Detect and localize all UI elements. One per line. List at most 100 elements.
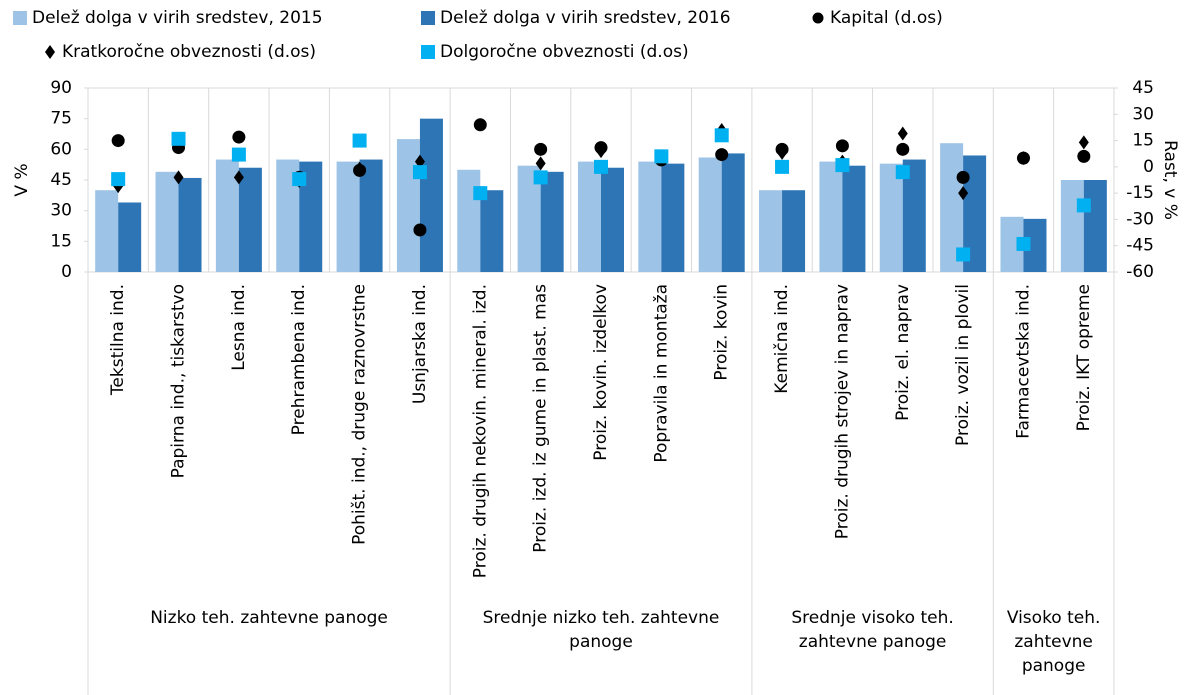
legend-marker: [421, 11, 435, 25]
bar: [879, 163, 903, 272]
x-tick-label: Proiz. kovin. izdelkov: [591, 284, 611, 461]
y2-tick-label: 45: [1132, 78, 1154, 98]
legend-label: Delež dolga v virih sredstev, 2016: [440, 8, 731, 28]
legend-marker: [812, 12, 824, 24]
y-tick-label: 0: [61, 262, 72, 282]
x-tick-label: Proiz. IKT opreme: [1074, 284, 1094, 431]
x-tick-label: Prehrambena ind.: [289, 284, 309, 435]
bar: [359, 159, 383, 272]
point: [414, 154, 425, 169]
bar: [480, 190, 504, 272]
bar: [517, 165, 541, 272]
bar: [336, 161, 360, 272]
bar: [419, 118, 443, 273]
y2-tick-label: -30: [1126, 209, 1154, 229]
y-axis-label: V %: [12, 163, 32, 196]
legend-swatch: [812, 12, 824, 24]
point: [171, 131, 186, 146]
point: [775, 159, 790, 174]
point: [232, 130, 246, 144]
point: [1077, 149, 1091, 163]
point: [897, 126, 908, 141]
bar: [276, 159, 300, 272]
legend-label: Kapital (d.os): [830, 8, 943, 28]
bar: [601, 167, 624, 272]
x-tick-label: Proiz. vozil in plovil: [953, 284, 973, 446]
x-tick-label: Pohišt. ind., druge raznovrstne: [350, 284, 370, 545]
legend-label: Kratkoročne obveznosti (d.os): [62, 42, 317, 62]
point: [714, 128, 729, 143]
point: [715, 148, 729, 162]
legend-item: Delež dolga v virih sredstev, 2016: [420, 8, 731, 28]
point: [535, 156, 546, 171]
bar: [238, 167, 262, 272]
bar: [819, 161, 843, 272]
point: [233, 170, 244, 185]
y2-tick-label: -45: [1126, 236, 1154, 256]
bar: [215, 159, 239, 272]
y-tick-label: 60: [50, 139, 72, 159]
point: [413, 223, 427, 237]
point: [111, 134, 125, 148]
legend-label: Delež dolga v virih sredstev, 2015: [32, 8, 323, 28]
legend-item: Kapital (d.os): [810, 8, 943, 28]
point: [173, 170, 184, 185]
x-tick-label: Proiz. izd. iz gume in plast. mas: [531, 284, 551, 553]
point: [231, 147, 246, 162]
y2-axis-label: Rast, v %: [1160, 140, 1180, 220]
group-label: Nizko teh. zahtevne panoge: [150, 608, 388, 628]
bar: [457, 169, 481, 272]
legend-marker: [13, 11, 27, 25]
point: [292, 172, 307, 187]
x-tick-label: Usnjarska ind.: [410, 284, 430, 404]
bar: [155, 171, 179, 272]
x-tick-label: Proiz. el. naprav: [893, 284, 913, 421]
legend-item: Dolgoročne obveznosti (d.os): [420, 42, 689, 62]
point: [956, 247, 971, 262]
group-label: Visoko teh. zahtevne panoge: [1006, 608, 1101, 676]
x-tick-label: Lesna ind.: [229, 284, 249, 371]
bar: [698, 157, 722, 272]
x-tick-label: Proiz. drugih strojev in naprav: [832, 284, 852, 539]
point: [835, 139, 849, 153]
bar: [178, 177, 202, 272]
x-tick-label: Proiz. kovin: [712, 284, 732, 381]
legend-label: Dolgoročne obveznosti (d.os): [440, 42, 689, 62]
y2-tick-label: -60: [1126, 262, 1154, 282]
bar: [963, 155, 987, 272]
point: [958, 186, 969, 201]
y2-tick-label: 15: [1132, 131, 1154, 151]
group-label: Srednje visoko teh. zahtevne panoge: [791, 608, 954, 652]
legend-marker: [421, 45, 435, 59]
bar: [578, 161, 601, 272]
x-tick-label: Tekstilna ind.: [108, 284, 128, 396]
x-tick-label: Proiz. drugih nekovin. mineral. izd.: [470, 284, 490, 578]
point: [835, 158, 850, 173]
point: [596, 144, 606, 159]
point: [594, 159, 608, 174]
bar: [661, 163, 685, 272]
point: [777, 145, 788, 160]
point: [654, 149, 669, 164]
bar: [396, 139, 420, 272]
legend-item: Kratkoročne obveznosti (d.os): [42, 42, 316, 62]
group-label: Srednje nizko teh. zahtevne panoge: [482, 608, 720, 652]
legend-item: Delež dolga v virih sredstev, 2015: [12, 8, 323, 28]
bar: [540, 171, 564, 272]
x-tick-label: Kemična ind.: [772, 284, 792, 394]
bar: [902, 159, 926, 272]
point: [354, 161, 365, 176]
legend-marker: [45, 45, 55, 59]
y-tick-label: 90: [50, 78, 72, 98]
point: [473, 118, 487, 132]
point: [1076, 198, 1091, 213]
y2-tick-label: 0: [1143, 157, 1154, 177]
point: [1018, 151, 1029, 166]
x-tick-label: Popravila in montaža: [651, 284, 671, 463]
y-tick-label: 45: [50, 170, 72, 190]
y2-tick-label: -15: [1126, 183, 1154, 203]
point: [533, 170, 548, 185]
legend-swatch: [421, 45, 435, 59]
